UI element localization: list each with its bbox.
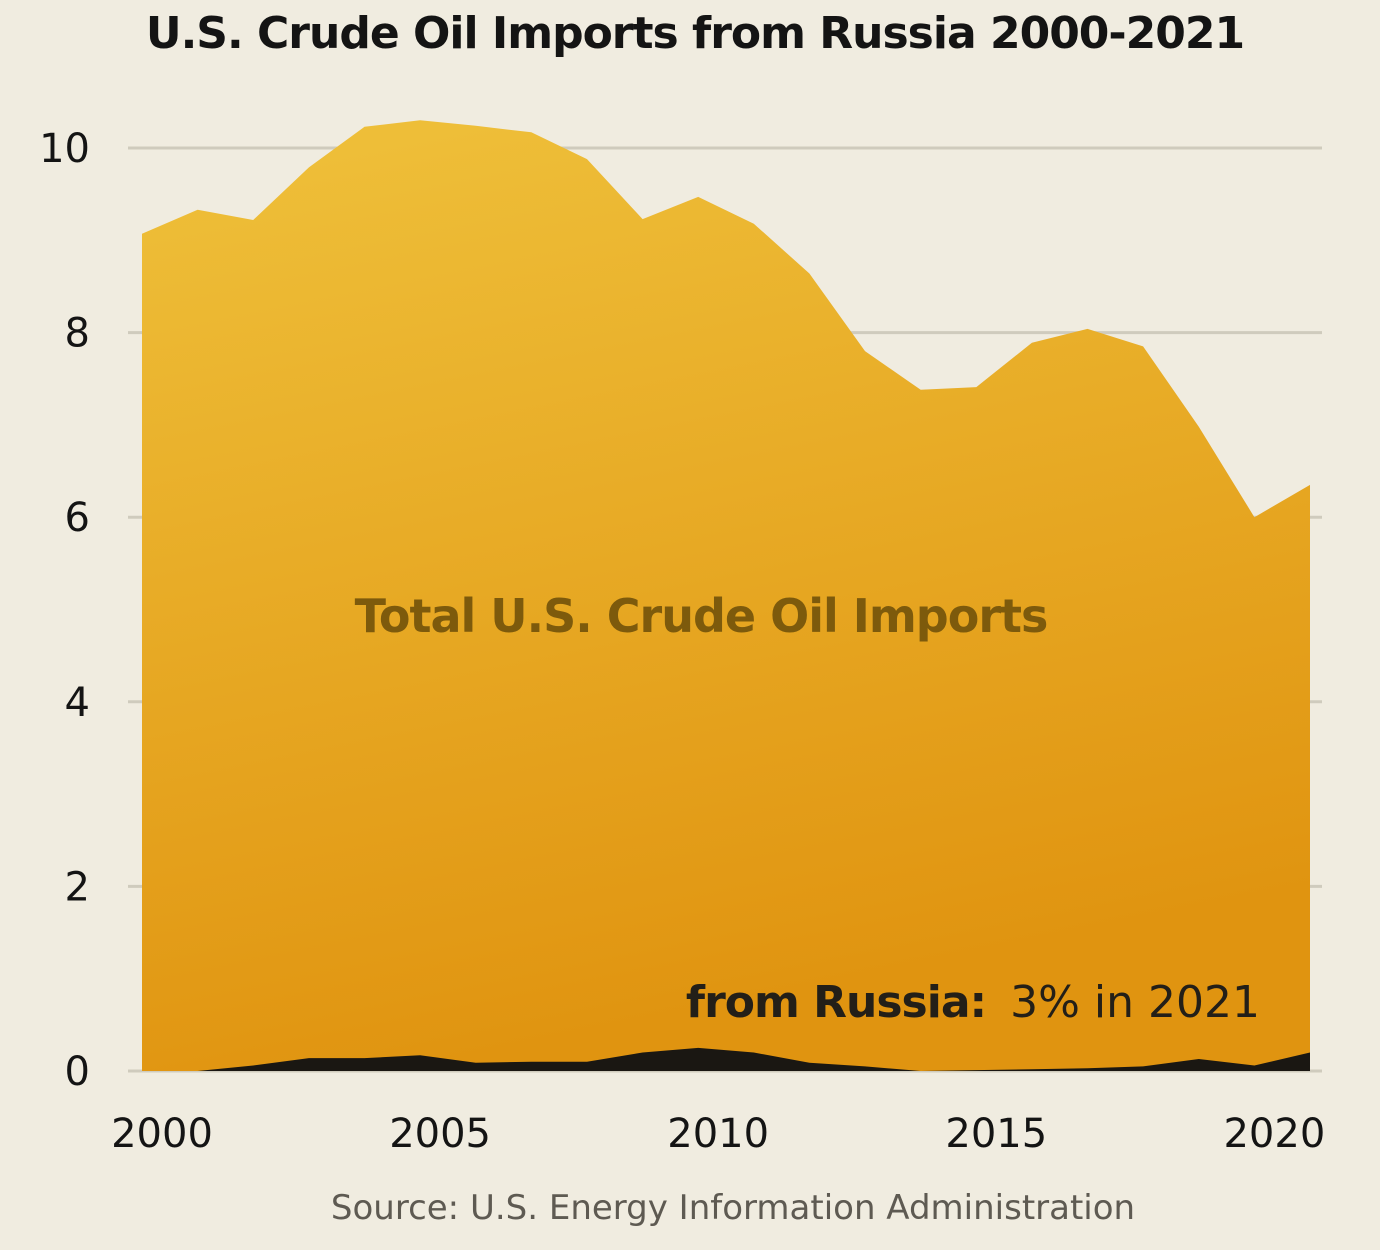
chart-title: U.S. Crude Oil Imports from Russia 2000-… <box>145 8 1245 59</box>
y-tick-label: 4 <box>65 680 90 726</box>
x-tick-label: 2020 <box>1223 1111 1325 1157</box>
russia-label-rest: 3% in 2021 <box>1010 977 1260 1028</box>
x-axis-ticks: 2000 2005 2010 2015 2020 <box>111 1111 1325 1157</box>
y-axis-ticks: 0 2 4 6 8 10 <box>39 126 90 1095</box>
total-imports-label: Total U.S. Crude Oil Imports <box>355 589 1048 643</box>
y-tick-label: 2 <box>65 864 90 910</box>
russia-imports-label: from Russia: 3% in 2021 <box>686 977 1260 1028</box>
x-tick-label: 2010 <box>667 1111 769 1157</box>
total-imports-area <box>142 120 1310 1072</box>
y-tick-label: 8 <box>65 311 90 357</box>
russia-label-bold: from Russia: <box>686 977 986 1028</box>
y-tick-label: 6 <box>65 495 90 541</box>
russia-imports-area <box>142 1047 1310 1071</box>
x-tick-label: 2000 <box>111 1111 213 1157</box>
x-tick-label: 2005 <box>389 1111 491 1157</box>
y-tick-label: 10 <box>39 126 90 172</box>
x-tick-label: 2015 <box>945 1111 1047 1157</box>
source-note: Source: U.S. Energy Information Administ… <box>330 1188 1136 1228</box>
y-tick-label: 0 <box>65 1049 90 1095</box>
